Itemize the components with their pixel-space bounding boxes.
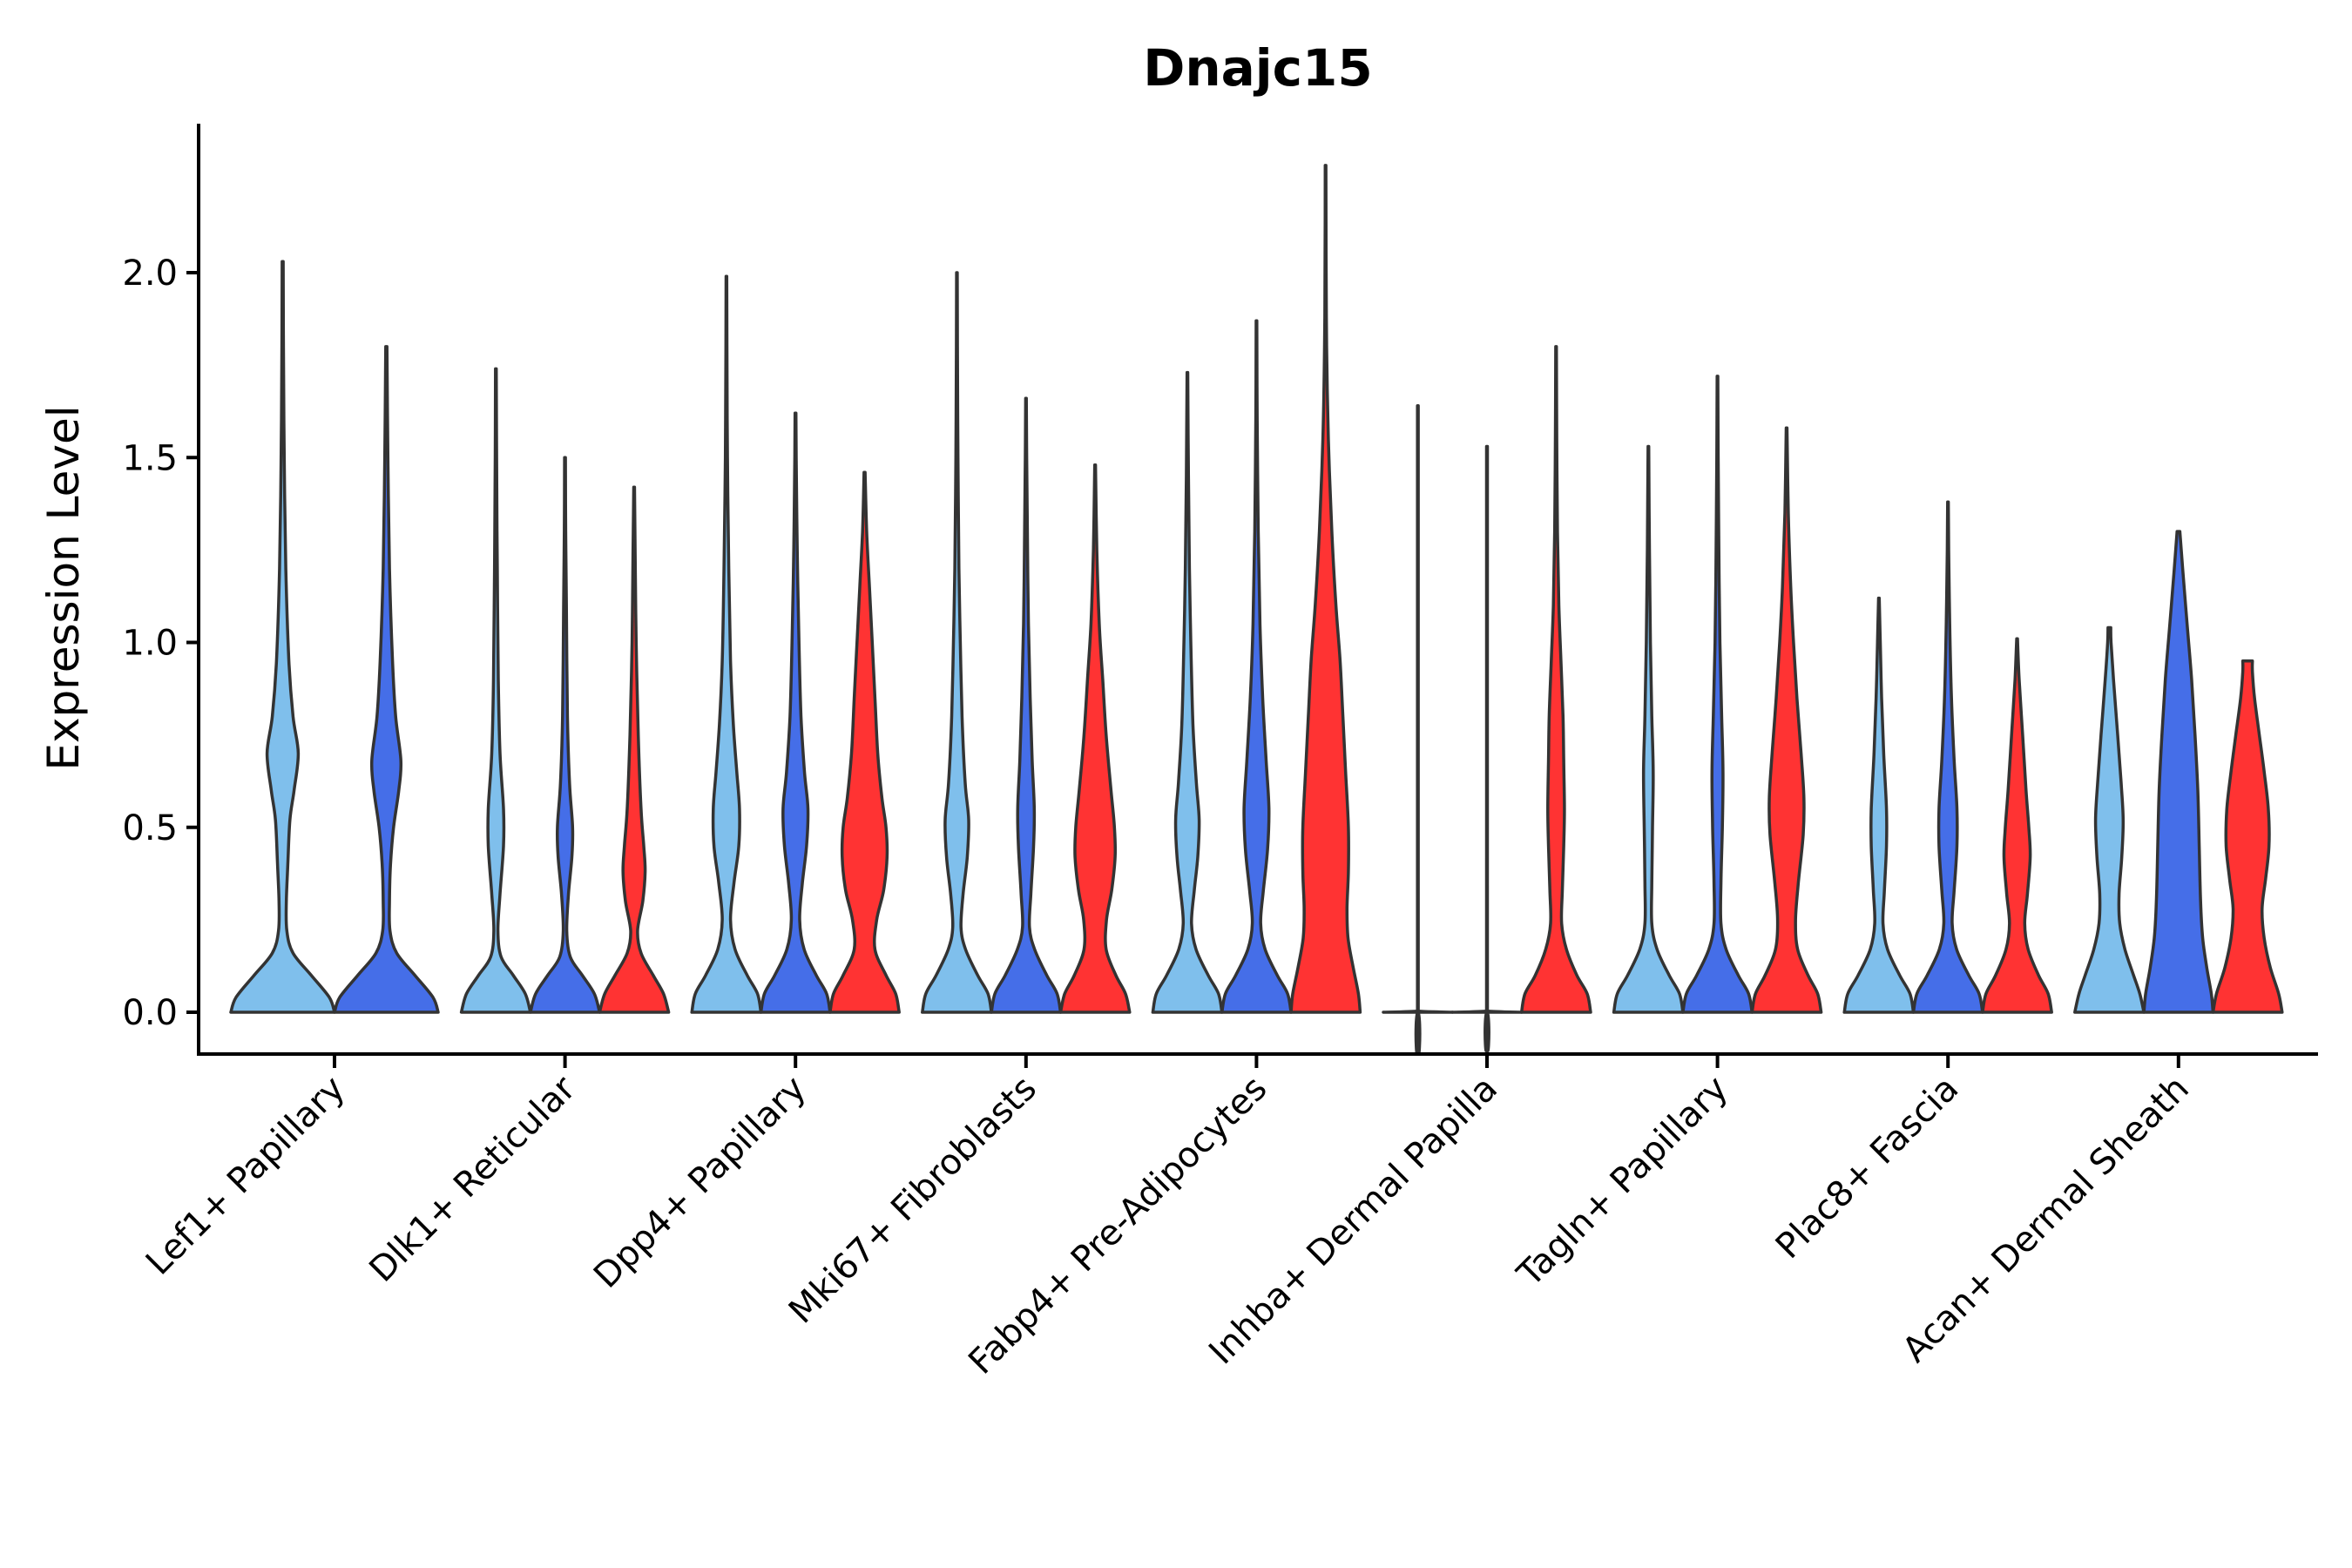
violin-light-blue (229, 260, 336, 1014)
chart-title: Dnajc15 (1143, 38, 1373, 98)
violin-red (1519, 345, 1592, 1014)
y-axis: 0.0 0.5 1.0 1.5 2.0 (122, 124, 200, 1056)
violin-blue (1681, 375, 1754, 1014)
y-tick-label: 2.0 (122, 253, 178, 294)
violin-red (2211, 659, 2284, 1014)
violin-group (690, 274, 901, 1014)
violin-blue (1450, 444, 1524, 1053)
violin-red (1750, 426, 1823, 1014)
violin-group (1151, 164, 1362, 1014)
violin-light-blue (1612, 444, 1685, 1014)
y-tick-label: 1.5 (122, 438, 178, 478)
violins-layer (229, 164, 2284, 1056)
y-tick-label: 1.0 (122, 624, 178, 664)
violin-blue (2142, 530, 2215, 1014)
violin-red (1058, 463, 1132, 1014)
y-axis-label: Expression Level (38, 405, 89, 770)
y-tick-label: 0.5 (122, 808, 178, 848)
violin-group (1842, 500, 2053, 1014)
violin-light-blue (1151, 370, 1224, 1014)
violin-blue (529, 456, 602, 1014)
violin-group (921, 271, 1132, 1014)
violin-light-blue (459, 367, 532, 1014)
violin-light-blue (2073, 625, 2146, 1014)
violin-red (1981, 637, 2053, 1014)
violin-light-blue (1382, 404, 1455, 1056)
violin-blue (759, 411, 832, 1014)
y-tick-label: 0.0 (122, 993, 178, 1033)
violin-light-blue (1842, 596, 1916, 1014)
violin-group (1612, 375, 1823, 1014)
violin-red (828, 470, 901, 1014)
violin-group (2073, 530, 2284, 1014)
violin-blue (333, 345, 440, 1014)
violin-blue (1911, 500, 1984, 1014)
violin-group (459, 367, 671, 1014)
violin-light-blue (690, 274, 763, 1014)
violin-red (1289, 164, 1362, 1014)
violin-blue (990, 396, 1063, 1014)
violin-red (598, 485, 671, 1014)
violin-group (1382, 345, 1592, 1056)
violin-group (229, 260, 440, 1014)
violin-blue (1220, 319, 1293, 1014)
violin-light-blue (921, 271, 993, 1014)
